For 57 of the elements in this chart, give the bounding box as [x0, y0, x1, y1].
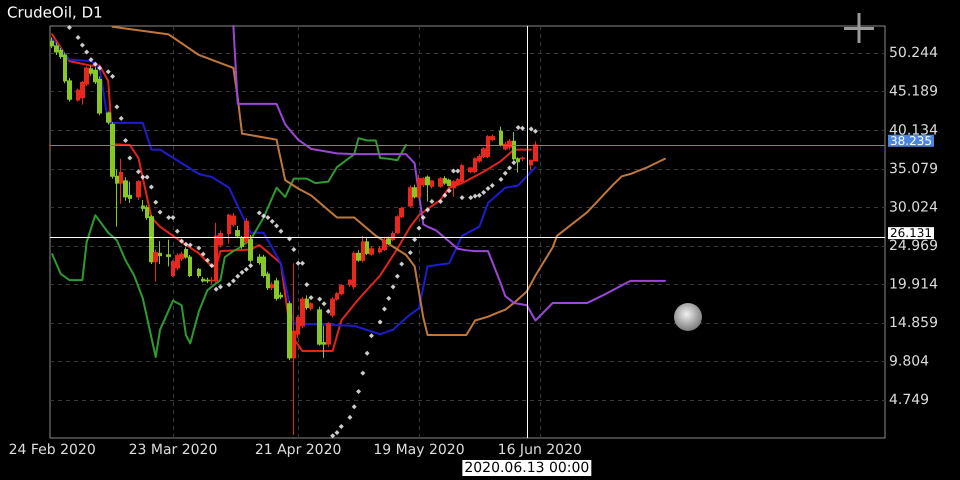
candlestick: [451, 180, 456, 198]
candlestick: [460, 164, 464, 184]
candlestick: [382, 238, 387, 252]
candlestick: [309, 302, 313, 312]
y-tick-label: 24.969: [889, 238, 938, 254]
candlestick: [119, 158, 123, 204]
y-tick-label: 14.859: [889, 315, 938, 332]
candlestick: [248, 234, 253, 264]
y-tick-label: 50.244: [889, 45, 938, 62]
x-tick-label: 16 Jun 2020: [498, 442, 582, 458]
candlestick: [270, 282, 274, 290]
ref-line-label: 26.131: [890, 226, 932, 240]
candlestick: [136, 180, 141, 200]
candlestick: [305, 294, 309, 310]
candlestick: [356, 250, 361, 262]
y-tick-label: 35.079: [889, 160, 938, 177]
candlestick: [274, 277, 279, 302]
y-tick-label: 9.804: [889, 354, 930, 370]
candlestick: [369, 246, 374, 256]
candlestick: [438, 176, 443, 188]
y-tick-label: 19.914: [889, 276, 938, 293]
ref-line-label: 38.235: [890, 134, 932, 148]
x-tick-label: 21 Apr 2020: [254, 442, 342, 458]
candlestick: [412, 184, 417, 199]
ref-line-label: 2020.06.13 00:00: [464, 460, 590, 476]
line-series: [112, 26, 666, 336]
candlestick: [123, 176, 128, 202]
candlestick: [386, 236, 391, 246]
line-series: [232, 25, 666, 322]
y-tick-label: 45.189: [889, 84, 938, 100]
line-series: [51, 137, 408, 358]
candlestick: [417, 174, 421, 199]
candlestick: [520, 156, 525, 162]
candlestick: [352, 250, 356, 290]
candlestick: [443, 176, 447, 186]
candlestick: [287, 300, 292, 361]
candlestick: [205, 277, 210, 284]
candlestick: [499, 126, 503, 148]
candlestick: [361, 235, 365, 264]
candlestick: [365, 238, 369, 256]
y-tick-label: 30.024: [889, 199, 938, 216]
y-tick-label: 4.749: [889, 392, 930, 408]
candlestick: [425, 175, 430, 202]
candlestick: [430, 180, 434, 190]
x-tick-label: 19 May 2020: [373, 442, 465, 458]
candlestick: [197, 267, 201, 278]
candlestick: [166, 239, 171, 267]
candlestick: [244, 218, 249, 245]
candlestick: [158, 240, 162, 265]
candlestick: [326, 322, 331, 348]
chart-title: CrudeOil, D1: [7, 4, 103, 22]
candlestick: [447, 178, 451, 187]
candlestick: [408, 184, 413, 208]
x-tick-label: 24 Feb 2020: [8, 442, 96, 458]
candlestick: [330, 296, 335, 318]
x-tick-label: 23 Mar 2020: [128, 442, 218, 458]
candlestick: [153, 249, 158, 282]
